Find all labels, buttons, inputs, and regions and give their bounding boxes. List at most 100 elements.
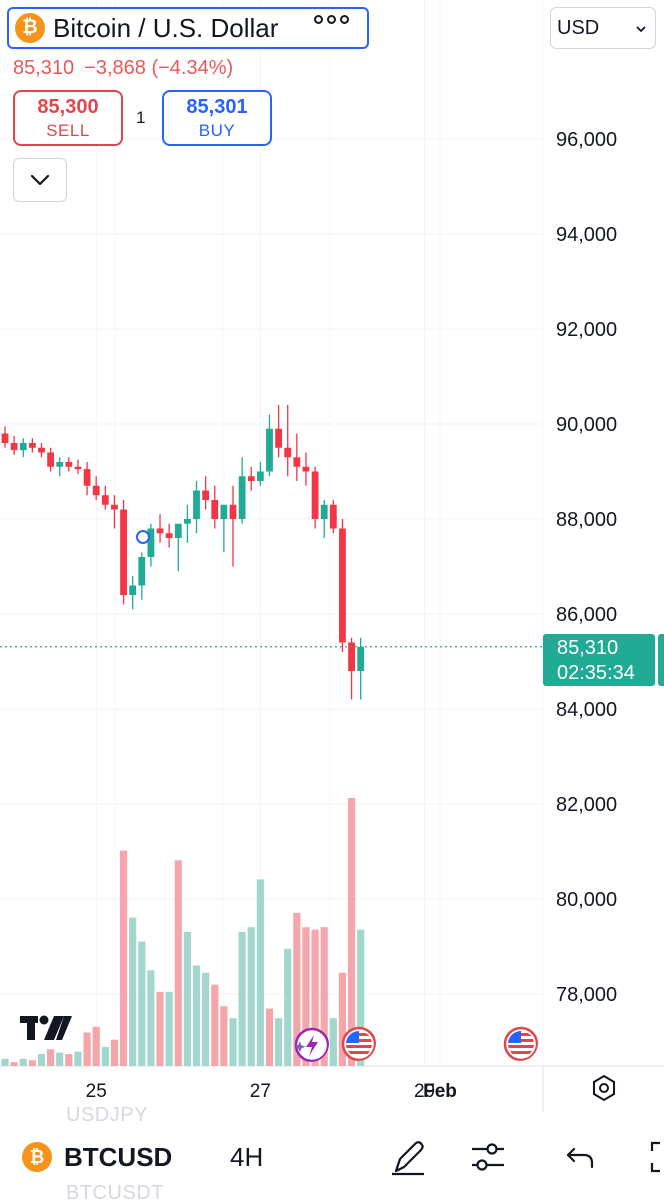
volume-bar	[293, 912, 301, 1066]
buy-price: 85,301	[186, 96, 248, 118]
price-tag-edge	[658, 634, 664, 686]
sliders-icon[interactable]	[468, 1137, 508, 1177]
price-tick-label: 78,000	[556, 984, 617, 1006]
candlesticks	[1, 405, 365, 700]
price-tick-label: 82,000	[556, 794, 617, 816]
volume-bar	[156, 991, 164, 1066]
volume-bar	[220, 1006, 228, 1066]
currency-value: USD	[557, 16, 600, 39]
us-flag-icon[interactable]	[340, 1025, 376, 1061]
candle-body	[1, 433, 9, 443]
volume-bar	[202, 972, 210, 1066]
time-tick-label: 25	[86, 1081, 107, 1102]
candle-body	[138, 557, 146, 586]
bottom-toolbar	[0, 1112, 664, 1200]
chevron-down-icon	[636, 26, 646, 33]
price-axis[interactable]: 96,000 94,000 92,000 90,000 88,000 86,000 84,0…	[556, 129, 617, 1006]
candle-body	[10, 443, 18, 451]
volume-bar	[192, 965, 201, 1066]
chevron-down-icon	[30, 174, 50, 186]
marker-icon[interactable]	[136, 530, 150, 544]
symbol-search-box[interactable]: ₿ Bitcoin / U.S. Dollar	[7, 7, 369, 49]
candle-body	[193, 490, 200, 519]
flash-event-icon[interactable]	[293, 1026, 329, 1062]
volume-bar	[265, 1008, 274, 1066]
candle-body	[302, 466, 310, 472]
ghost-symbol-above: USDJPY	[66, 1104, 148, 1126]
volume-bar	[56, 1052, 64, 1066]
fullscreen-icon[interactable]	[640, 1137, 664, 1177]
candle-body	[284, 447, 292, 458]
volume-bar	[302, 927, 310, 1066]
bitcoin-icon: ₿	[22, 1142, 52, 1172]
bar-countdown: 02:35:34	[557, 662, 635, 684]
price-tick-label: 88,000	[556, 509, 617, 531]
spread-value: 1	[136, 108, 146, 127]
bottom-symbol[interactable]: BTCUSD	[64, 1142, 173, 1172]
last-price-value: 85,310	[557, 637, 619, 659]
collapse-button[interactable]	[13, 158, 67, 202]
price-tick-label: 94,000	[556, 224, 617, 246]
volume-bar	[110, 1039, 119, 1066]
price-summary: 85,310 −3,868 (−4.34%)	[13, 57, 233, 80]
price-chart[interactable]: 96,000 94,000 92,000 90,000 88,000 86,000 84,0…	[0, 0, 664, 1112]
candle-body	[83, 469, 91, 486]
candle-body	[275, 428, 282, 448]
volume-bar	[47, 1049, 55, 1066]
volume-bar	[256, 879, 264, 1066]
candle-body	[156, 528, 164, 534]
candle-body	[211, 500, 219, 519]
sell-price: 85,300	[37, 96, 99, 118]
bitcoin-icon: ₿	[15, 13, 45, 43]
more-options-icon[interactable]	[314, 15, 349, 24]
interval-button[interactable]: 4H	[230, 1142, 264, 1172]
candle-body	[311, 471, 319, 519]
volume-bar	[119, 850, 128, 1066]
candle-body	[129, 585, 137, 595]
volume-bar	[329, 1018, 337, 1066]
candle-body	[47, 452, 54, 467]
candle-body	[174, 523, 182, 538]
candle-body	[38, 447, 45, 453]
volume-bar	[10, 1062, 18, 1066]
candle-body	[247, 476, 255, 481]
undo-icon[interactable]	[562, 1137, 602, 1177]
volume-bar	[37, 1054, 46, 1066]
candle-body	[293, 457, 301, 467]
symbol-title: Bitcoin / U.S. Dollar	[53, 12, 279, 43]
grid-lines	[0, 0, 664, 1112]
volume-bar	[92, 1026, 100, 1066]
pencil-icon[interactable]	[388, 1137, 428, 1177]
volume-bar	[83, 1032, 91, 1066]
candle-body	[147, 528, 155, 557]
candle-body	[165, 533, 173, 538]
price-tick-label: 86,000	[556, 604, 617, 626]
volume-bar	[165, 991, 173, 1066]
volume-bar	[320, 927, 328, 1066]
volume-bar	[174, 860, 182, 1066]
candle-body	[19, 443, 27, 451]
volume-bar	[211, 984, 219, 1066]
last-price-label: 85,310 02:35:34	[543, 634, 655, 686]
buy-button[interactable]: 85,301 BUY	[162, 90, 272, 146]
tradingview-logo[interactable]	[18, 1012, 74, 1042]
volume-bar	[65, 1054, 73, 1066]
volume-bar	[1, 1058, 9, 1066]
candle-body	[266, 428, 273, 472]
volume-bar	[74, 1051, 82, 1066]
volume-bar	[247, 927, 255, 1066]
us-flag-icon[interactable]	[502, 1025, 538, 1061]
gear-icon[interactable]	[590, 1074, 618, 1102]
time-tick-label: 27	[250, 1081, 271, 1102]
candle-body	[329, 504, 337, 529]
currency-select[interactable]: USD	[550, 7, 656, 49]
candle-body	[74, 466, 82, 470]
candle-body	[320, 504, 328, 519]
price-tick-label: 92,000	[556, 319, 617, 341]
sell-button[interactable]: 85,300 SELL	[13, 90, 123, 146]
volume-bar	[101, 1046, 109, 1066]
candle-body	[120, 509, 127, 595]
price-change-percent: (−4.34%)	[151, 57, 234, 79]
volume-bar	[338, 972, 347, 1066]
